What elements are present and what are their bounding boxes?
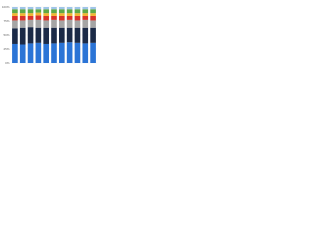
bar-segment bbox=[90, 20, 96, 28]
bar-segment bbox=[19, 27, 26, 45]
bar-segment bbox=[12, 9, 18, 14]
bar-segment bbox=[74, 15, 81, 21]
bar-segment bbox=[12, 13, 18, 16]
bar-segment bbox=[66, 7, 73, 10]
bar-segment bbox=[35, 15, 42, 20]
y-tick-label: 75% bbox=[3, 19, 9, 23]
bar-segment bbox=[82, 27, 89, 44]
bar-segment bbox=[59, 42, 65, 63]
bar-segment bbox=[90, 27, 96, 43]
bar-segment bbox=[12, 7, 18, 10]
bar-segment bbox=[12, 20, 18, 29]
page: {"chart_data": {"type": "stacked_bar", "… bbox=[0, 0, 320, 71]
bar-segment bbox=[51, 27, 57, 44]
bar-segment bbox=[43, 20, 49, 28]
bar-segment bbox=[35, 12, 42, 16]
bar-segment bbox=[59, 20, 65, 28]
bar-segment bbox=[19, 9, 26, 14]
bar-segment bbox=[82, 9, 89, 14]
bar-segment bbox=[27, 13, 34, 16]
bar-segment bbox=[82, 13, 89, 16]
bar-segment bbox=[51, 13, 57, 16]
bar-segment bbox=[59, 7, 65, 10]
bar-segment bbox=[19, 44, 26, 63]
bar-segment bbox=[66, 19, 73, 28]
bar-segment bbox=[51, 43, 57, 63]
y-tick-label: 25% bbox=[3, 47, 9, 51]
bar-segment bbox=[19, 7, 26, 10]
bar-segment bbox=[66, 9, 73, 14]
bar-segment bbox=[90, 42, 96, 63]
bar-segment bbox=[51, 19, 57, 28]
bar-segment bbox=[82, 43, 89, 63]
y-tick-label: 0% bbox=[5, 61, 10, 65]
bar-segment bbox=[74, 20, 81, 28]
bar-segment bbox=[19, 13, 26, 16]
bar-segment bbox=[90, 7, 96, 10]
bar-segment bbox=[66, 15, 73, 20]
bar-segment bbox=[82, 15, 89, 20]
bar-segment bbox=[43, 15, 49, 21]
bar-segment bbox=[66, 42, 73, 63]
bar-segment bbox=[82, 7, 89, 10]
bar-segment bbox=[43, 43, 49, 63]
bar-segment bbox=[27, 43, 34, 63]
bar-segment bbox=[35, 7, 42, 10]
bar-segment bbox=[12, 28, 18, 44]
bar-segment bbox=[35, 27, 42, 43]
bar-segment bbox=[27, 15, 34, 20]
bar-segment bbox=[90, 15, 96, 21]
bar-segment bbox=[12, 43, 18, 63]
bar-segment bbox=[66, 13, 73, 16]
bar-segment bbox=[12, 15, 18, 21]
bar-segment bbox=[43, 9, 49, 14]
bar-segment bbox=[74, 27, 81, 43]
bar-segment bbox=[27, 9, 34, 14]
bar-segment bbox=[90, 13, 96, 16]
y-tick-label: 50% bbox=[3, 33, 9, 37]
bar-segment bbox=[51, 15, 57, 20]
bar-segment bbox=[27, 27, 34, 44]
bar-segment bbox=[66, 27, 73, 43]
bar-segment bbox=[43, 27, 49, 44]
bar-segment bbox=[74, 7, 81, 10]
bar-segment bbox=[51, 7, 57, 10]
bar-segment bbox=[19, 15, 26, 21]
bar-segment bbox=[19, 20, 26, 28]
chart: 0% 25% 50% 75% 100% bbox=[2, 5, 97, 65]
bar-segment bbox=[43, 7, 49, 10]
bar-segment bbox=[59, 13, 65, 16]
bar-segment bbox=[27, 19, 34, 28]
bar-segment bbox=[82, 19, 89, 28]
bar-segment bbox=[90, 9, 96, 14]
bar-segment bbox=[35, 42, 42, 63]
bar-segment bbox=[27, 7, 34, 10]
bar-segment bbox=[43, 13, 49, 16]
bar-segment bbox=[35, 9, 42, 13]
bar-segment bbox=[51, 9, 57, 14]
bar-segment bbox=[74, 9, 81, 14]
bar-segment bbox=[74, 13, 81, 16]
bar-segment bbox=[35, 19, 42, 28]
bar-segment bbox=[59, 15, 65, 21]
bar-segment bbox=[59, 9, 65, 14]
y-tick-label: 100% bbox=[2, 5, 10, 9]
bar-segment bbox=[59, 27, 65, 43]
bar-segment bbox=[74, 42, 81, 63]
